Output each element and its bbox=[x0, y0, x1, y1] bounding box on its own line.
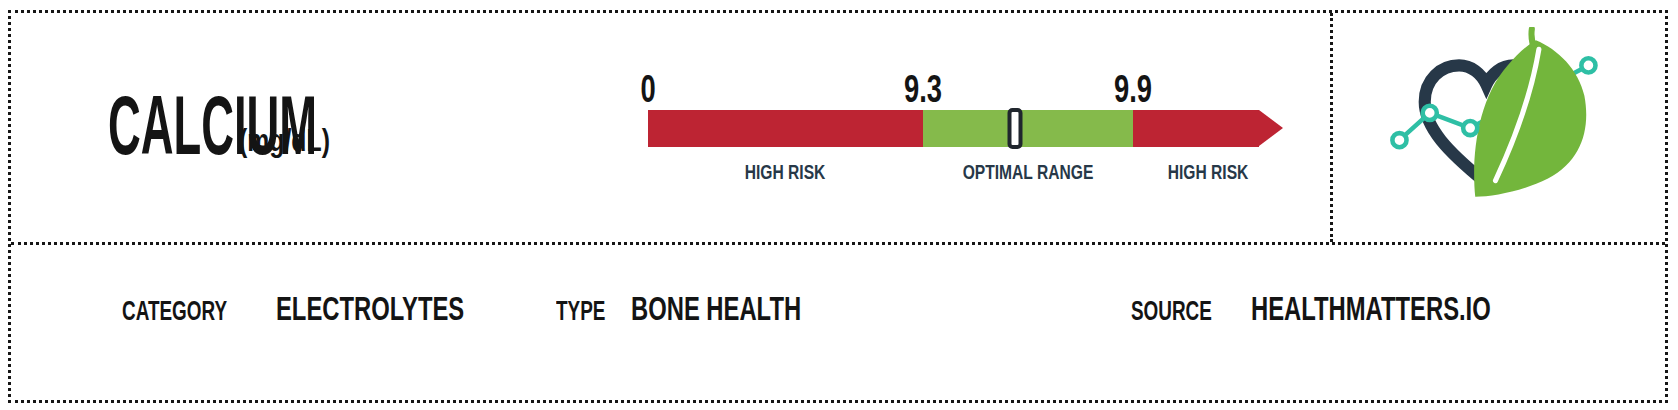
gauge-zone-labels: HIGH RISK OPTIMAL RANGE HIGH RISK bbox=[648, 161, 1283, 183]
field-value: ELECTROLYTES bbox=[276, 289, 464, 327]
gauge-arrow-end bbox=[1259, 110, 1283, 146]
gauge-zone-0 bbox=[648, 110, 923, 147]
field-source: SOURCE HEALTHMATTERS.IO bbox=[1131, 271, 1593, 327]
leaf-icon bbox=[1474, 29, 1586, 197]
range-gauge: 09.39.9 HIGH RISKOPTIMAL RANGEHIGH RISK bbox=[648, 70, 1283, 183]
gauge-zone-label-1: OPTIMAL RANGE bbox=[963, 161, 1094, 183]
card-top-row: CALCIUM (mg/dL) 09.39.9 HIGH RISKOPTIMAL… bbox=[11, 13, 1665, 242]
field-label: SOURCE bbox=[1131, 296, 1212, 327]
gauge-tick-1: 9.3 bbox=[904, 70, 942, 108]
field-label: TYPE bbox=[556, 296, 605, 327]
gauge-zone-label-2: HIGH RISK bbox=[1168, 161, 1249, 183]
gauge-bar bbox=[648, 110, 1259, 147]
gauge-zone-label-0: HIGH RISK bbox=[745, 161, 826, 183]
logo-panel bbox=[1330, 13, 1665, 242]
healthmatters-logo bbox=[1387, 27, 1612, 219]
field-label: CATEGORY bbox=[122, 296, 227, 327]
gauge-tick-0: 0 bbox=[640, 70, 655, 108]
marker-card: CALCIUM (mg/dL) 09.39.9 HIGH RISKOPTIMAL… bbox=[8, 10, 1668, 403]
gauge-zone-2 bbox=[1133, 110, 1259, 147]
details-row: CATEGORY ELECTROLYTES TYPE BONE HEALTH S… bbox=[11, 242, 1665, 400]
metric-unit: (mg/dL) bbox=[239, 125, 330, 156]
gauge-zone-1 bbox=[923, 110, 1133, 147]
gauge-ticks: 09.39.9 bbox=[648, 70, 1259, 110]
gauge-panel: CALCIUM (mg/dL) 09.39.9 HIGH RISKOPTIMAL… bbox=[11, 13, 1330, 242]
field-value: HEALTHMATTERS.IO bbox=[1251, 289, 1491, 327]
field-type: TYPE BONE HEALTH bbox=[556, 271, 874, 327]
field-value: BONE HEALTH bbox=[631, 289, 801, 327]
result-marker bbox=[1008, 108, 1023, 149]
gauge-tick-2: 9.9 bbox=[1114, 70, 1152, 108]
field-category: CATEGORY ELECTROLYTES bbox=[122, 271, 545, 327]
